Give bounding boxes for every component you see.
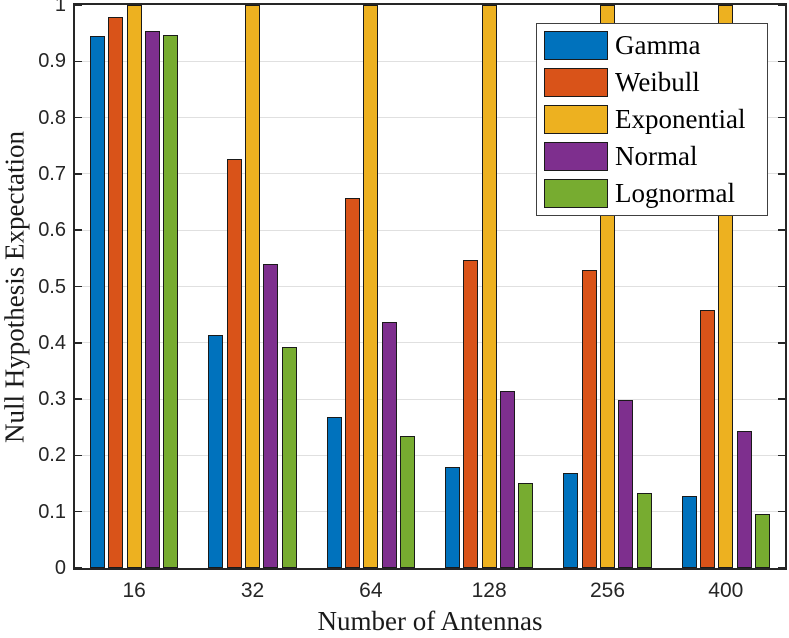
bar-weibull-16 — [108, 17, 124, 568]
bar-gamma-128 — [445, 466, 461, 568]
x-tick-label: 400 — [708, 579, 744, 602]
x-axis-label: Number of Antennas — [317, 606, 543, 636]
bar-lognormal-128 — [518, 482, 534, 568]
legend-item-gamma: Gamma — [537, 30, 767, 62]
y-tick-mark — [778, 60, 785, 63]
bar-exponential-64 — [363, 5, 379, 568]
legend-swatch-lognormal — [544, 179, 608, 208]
y-tick-mark — [778, 116, 785, 119]
x-tick-label: 32 — [240, 579, 265, 602]
y-tick-mark — [75, 342, 82, 344]
y-tick-mark — [75, 285, 82, 288]
bar-gamma-16 — [90, 35, 106, 568]
y-tick-mark — [75, 229, 82, 231]
bar-gamma-400 — [681, 496, 697, 568]
y-tick-mark — [75, 173, 82, 175]
y-tick-mark — [75, 510, 82, 513]
bar-normal-16 — [144, 31, 160, 568]
bar-gamma-256 — [563, 472, 579, 568]
y-tick-mark — [778, 398, 785, 400]
legend-swatch-weibull — [544, 68, 608, 97]
bar-normal-128 — [499, 390, 515, 568]
y-gridline — [75, 60, 785, 62]
y-tick-mark — [75, 454, 82, 457]
y-gridline — [75, 173, 785, 175]
y-tick-mark — [778, 4, 785, 6]
bar-normal-256 — [618, 400, 634, 568]
bar-exponential-16 — [126, 5, 142, 568]
legend-label: Lognormal — [615, 178, 735, 208]
bar-normal-64 — [381, 321, 397, 568]
y-gridline — [75, 398, 785, 400]
y-tick-label: 0.4 — [38, 331, 66, 354]
legend-item-lognormal: Lognormal — [537, 178, 767, 210]
y-tick-label: 0.3 — [38, 388, 66, 411]
y-tick-mark — [778, 173, 785, 175]
y-gridline — [75, 511, 785, 513]
x-tick-label: 64 — [359, 579, 383, 602]
x-tick-label: 256 — [589, 579, 626, 602]
y-tick-mark — [75, 116, 82, 119]
bar-lognormal-256 — [636, 492, 652, 568]
bar-lognormal-32 — [281, 346, 297, 568]
legend-label: Gamma — [615, 30, 701, 60]
x-tick-label: 16 — [122, 579, 146, 602]
y-gridline — [75, 342, 785, 344]
legend-swatch-gamma — [544, 31, 608, 60]
legend-swatch-normal — [544, 142, 608, 171]
legend-label: Exponential — [615, 104, 746, 134]
y-tick-label: 0.5 — [38, 275, 66, 298]
y-tick-label: 0 — [54, 557, 66, 579]
legend-item-exponential: Exponential — [537, 104, 767, 136]
y-gridline — [75, 286, 785, 287]
y-tick-mark — [75, 398, 82, 400]
y-gridline — [75, 229, 785, 231]
bar-weibull-32 — [226, 158, 242, 568]
bar-lognormal-16 — [163, 34, 179, 568]
y-tick-label: 1 — [54, 0, 66, 16]
legend: Gamma Weibull Exponential Normal Lognormal — [536, 23, 768, 216]
y-tick-label: 0.8 — [38, 106, 66, 129]
y-tick-mark — [75, 4, 82, 6]
y-tick-label: 0.7 — [38, 162, 66, 185]
legend-label: Weibull — [615, 67, 700, 97]
y-tick-mark — [778, 229, 785, 231]
bar-gamma-32 — [208, 335, 224, 568]
bar-normal-32 — [263, 263, 279, 568]
legend-label: Normal — [615, 141, 698, 171]
y-tick-mark — [778, 285, 785, 288]
bar-lognormal-64 — [399, 435, 415, 568]
y-tick-mark — [75, 60, 82, 63]
bar-normal-400 — [736, 431, 752, 568]
y-tick-mark — [778, 342, 785, 344]
legend-swatch-exponential — [544, 105, 608, 134]
bar-lognormal-400 — [754, 513, 770, 568]
bar-gamma-64 — [326, 416, 342, 568]
y-gridline — [75, 117, 785, 119]
bar-exponential-32 — [245, 5, 260, 568]
y-tick-mark — [778, 454, 785, 457]
legend-item-normal: Normal — [537, 141, 767, 173]
y-tick-label: 0.2 — [38, 444, 66, 467]
y-tick-mark — [778, 510, 785, 513]
y-tick-mark — [75, 567, 82, 569]
bar-weibull-400 — [700, 309, 716, 568]
bar-exponential-128 — [481, 5, 497, 568]
bar-weibull-256 — [581, 269, 597, 568]
y-tick-label: 0.1 — [38, 500, 66, 523]
y-tick-mark — [778, 567, 785, 569]
legend-item-weibull: Weibull — [537, 67, 767, 99]
y-tick-label: 0.9 — [38, 50, 66, 73]
bar-weibull-64 — [345, 198, 361, 568]
bar-weibull-128 — [463, 260, 479, 568]
x-tick-label: 128 — [471, 579, 507, 602]
y-tick-label: 0.6 — [38, 219, 66, 242]
y-gridline — [75, 454, 785, 456]
